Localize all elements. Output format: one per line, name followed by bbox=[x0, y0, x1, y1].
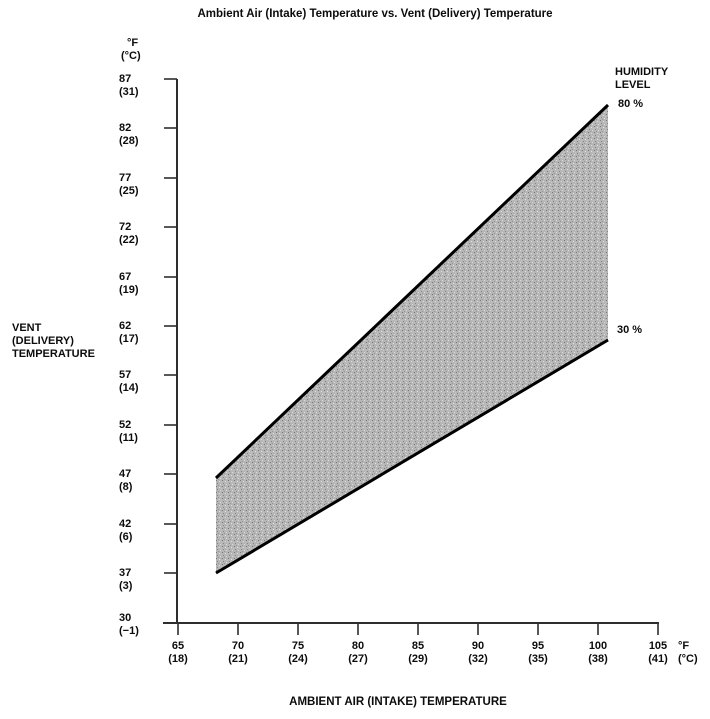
x-tick-label: 90 (32) bbox=[468, 640, 488, 665]
y-tick-label: 62 (17) bbox=[119, 320, 139, 345]
x-tick-label: 70 (21) bbox=[228, 640, 248, 665]
legend-label-30-percent: 30 % bbox=[617, 324, 643, 336]
y-tick-label: 57 (14) bbox=[119, 369, 139, 394]
x-axis-unit-f: °F bbox=[678, 640, 690, 652]
humidity-band-area bbox=[216, 105, 608, 573]
x-tick-label: 95 (35) bbox=[528, 640, 548, 665]
y-tick-label: 82 (28) bbox=[119, 122, 139, 147]
line-30-percent bbox=[215, 338, 609, 575]
y-tick-label: 77 (25) bbox=[119, 172, 139, 197]
y-tick-label: 52 (11) bbox=[119, 419, 138, 444]
y-tick-label: 87 (31) bbox=[119, 73, 139, 98]
x-tick-label: 105 (41) bbox=[648, 640, 668, 665]
y-axis-unit-f: °F bbox=[127, 37, 139, 49]
y-tick-label: 67 (19) bbox=[119, 271, 139, 296]
x-axis-title: AMBIENT AIR (INTAKE) TEMPERATURE bbox=[289, 696, 507, 708]
legend-label-80-percent: 80 % bbox=[618, 98, 644, 110]
x-tick-marks bbox=[177, 623, 659, 635]
y-axis-title: VENT (DELIVERY) TEMPERATURE bbox=[12, 322, 95, 360]
x-tick-label: 80 (27) bbox=[348, 640, 368, 665]
y-tick-label: 37 (3) bbox=[119, 567, 133, 592]
legend-title: HUMIDITY LEVEL bbox=[615, 66, 669, 91]
y-tick-marks bbox=[164, 78, 177, 574]
x-axis-unit: °F (°C) bbox=[678, 640, 698, 666]
y-tick-label: 72 (22) bbox=[119, 221, 139, 246]
y-tick-label: 30 (−1) bbox=[119, 612, 139, 637]
x-axis-unit-c: (°C) bbox=[678, 653, 698, 665]
y-axis-unit: °F (°C) bbox=[121, 37, 141, 63]
x-tick-label: 100 (38) bbox=[588, 640, 608, 665]
x-tick-label: 75 (24) bbox=[288, 640, 308, 665]
y-tick-label: 42 (6) bbox=[119, 518, 133, 543]
line-80-percent bbox=[214, 103, 610, 480]
y-axis-unit-c: (°C) bbox=[121, 50, 141, 62]
chart-title: Ambient Air (Intake) Temperature vs. Ven… bbox=[197, 8, 553, 20]
y-tick-label: 47 (8) bbox=[119, 468, 133, 493]
x-tick-label: 85 (29) bbox=[408, 640, 428, 665]
x-tick-label: 65 (18) bbox=[168, 640, 188, 665]
